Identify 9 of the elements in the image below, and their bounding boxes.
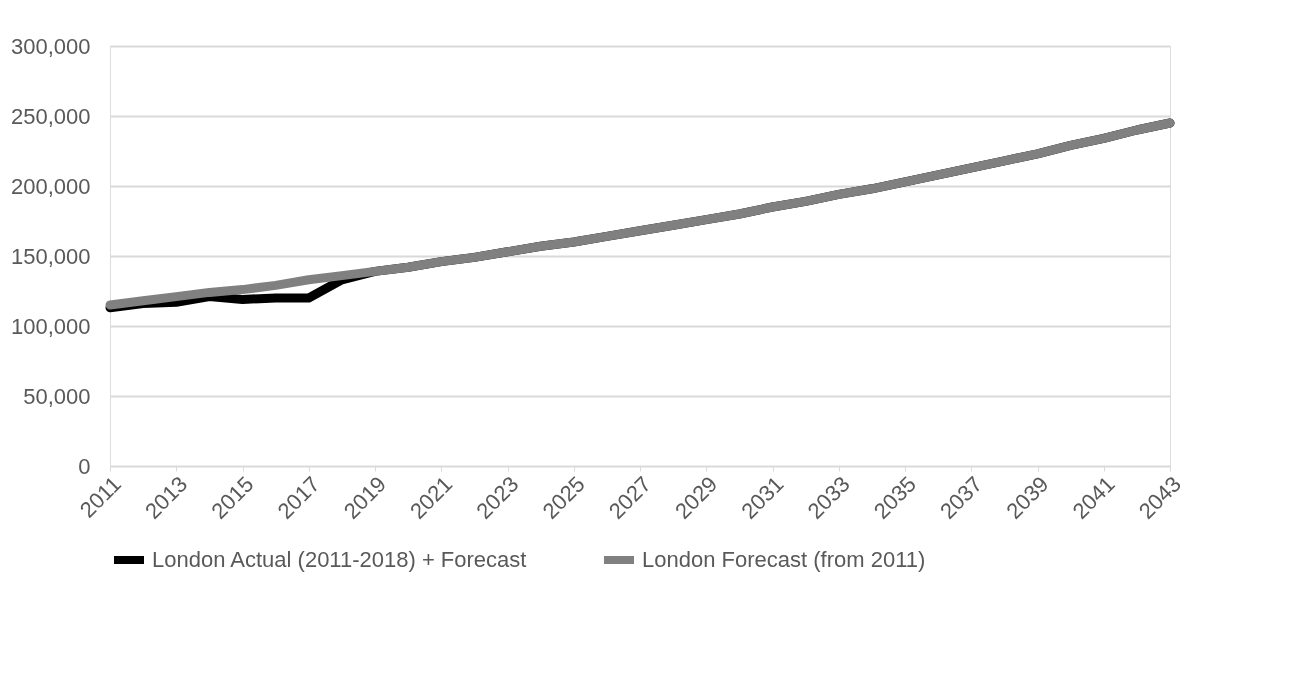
y-tick-label: 100,000 — [10, 313, 91, 339]
legend-label: London Forecast (from 2011) — [642, 547, 926, 572]
y-tick-label: 50,000 — [23, 383, 91, 409]
y-tick-label: 250,000 — [10, 103, 91, 129]
legend-label: London Actual (2011-2018) + Forecast — [152, 547, 527, 572]
y-tick-label: 150,000 — [10, 243, 91, 269]
y-tick-label: 300,000 — [10, 33, 91, 59]
y-tick-label: 200,000 — [10, 173, 91, 199]
y-tick-label: 0 — [78, 453, 91, 479]
